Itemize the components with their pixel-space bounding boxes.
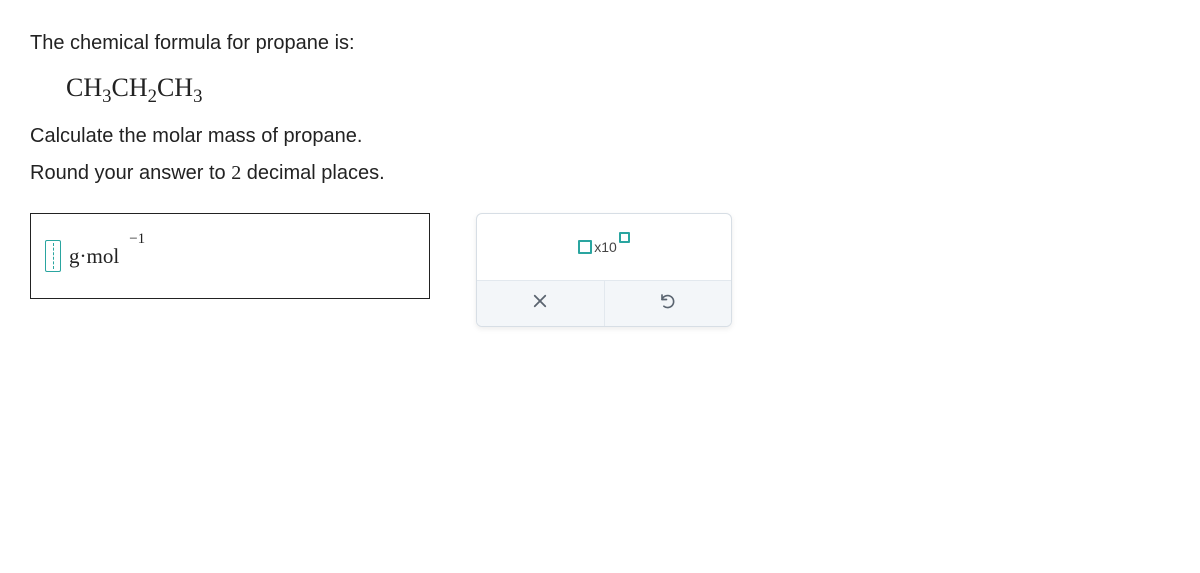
- scientific-notation-button[interactable]: x10: [574, 235, 634, 259]
- clear-button[interactable]: [477, 281, 605, 326]
- reset-button[interactable]: [605, 281, 732, 326]
- answer-unit: g·mol −1: [69, 244, 119, 269]
- x10-label: x10: [594, 239, 617, 255]
- answer-input[interactable]: [45, 240, 61, 272]
- box-icon: [619, 232, 630, 243]
- prompt-intro: The chemical formula for propane is:: [30, 32, 1170, 55]
- prompt-round: Round your answer to 2 decimal places.: [30, 162, 1170, 185]
- prompt-calculate: Calculate the molar mass of propane.: [30, 125, 1170, 148]
- tool-panel: x10: [476, 213, 732, 327]
- answer-box: g·mol −1: [30, 213, 430, 299]
- undo-icon: [659, 292, 677, 316]
- box-icon: [578, 240, 592, 254]
- close-icon: [531, 292, 549, 316]
- chemical-formula: CH3CH2CH3: [66, 73, 1170, 103]
